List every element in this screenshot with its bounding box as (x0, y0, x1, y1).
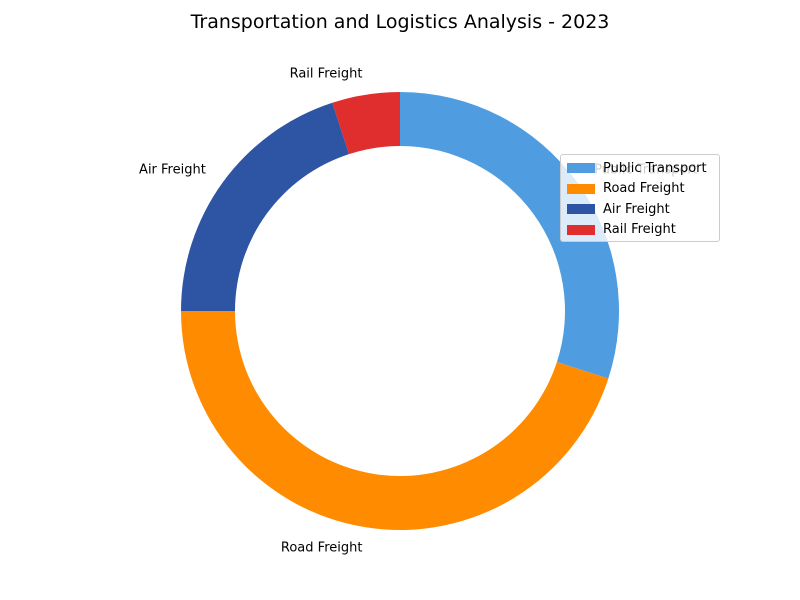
donut-slices (181, 92, 619, 530)
legend-item: Road Freight (567, 179, 713, 200)
legend-swatch (567, 163, 595, 174)
legend-label: Road Freight (603, 181, 685, 197)
legend-label: Air Freight (603, 201, 670, 217)
slice-label-air-freight: Air Freight (139, 162, 206, 177)
slice-air-freight (181, 102, 350, 311)
legend-item: Air Freight (567, 199, 713, 220)
slice-label-road-freight: Road Freight (281, 541, 363, 556)
legend-swatch (567, 204, 595, 215)
slice-label-rail-freight: Rail Freight (290, 66, 363, 81)
slice-rail-freight (332, 92, 400, 155)
legend-swatch (567, 183, 595, 194)
chart-title: Transportation and Logistics Analysis - … (190, 11, 610, 33)
legend: Public Transport Road Freight Air Freight R… (560, 154, 720, 242)
legend-item: Rail Freight (567, 220, 713, 241)
legend-swatch (567, 224, 595, 235)
legend-label: Public Transport (603, 160, 707, 176)
legend-item: Public Transport (567, 158, 713, 179)
legend-label: Rail Freight (603, 222, 676, 238)
slice-road-freight (181, 311, 609, 530)
